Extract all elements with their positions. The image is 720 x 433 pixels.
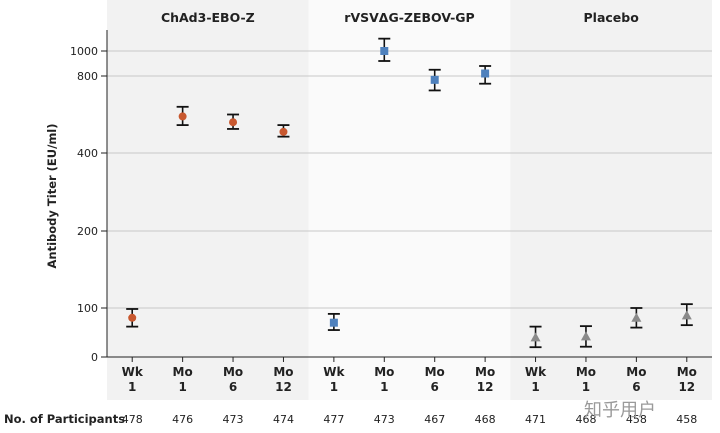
participants-count-1-2: 476 [172,413,193,426]
x-tick-label-2-1: Wk [323,365,345,379]
participants-count-2-1: 477 [323,413,344,426]
x-tick-sublabel-3-3: 6 [632,380,640,394]
x-tick-sublabel-1-4: 12 [275,380,292,394]
x-tick-label-2-3: Mo [425,365,445,379]
watermark-text: 知乎用户 [584,400,656,421]
participants-count-1-1: 478 [122,413,143,426]
data-point-3-3 [631,312,642,322]
y-tick-label-0: 0 [91,351,98,364]
x-tick-label-1-4: Mo [273,365,293,379]
data-point-3-1 [530,332,541,342]
x-tick-sublabel-3-2: 1 [582,380,590,394]
x-tick-label-1-1: Wk [122,365,144,379]
x-tick-sublabel-1-2: 1 [178,380,186,394]
panel-title-2: rVSVΔG-ZEBOV-GP [344,10,474,25]
data-point-1-1 [128,313,137,322]
y-tick-label-200: 200 [77,225,98,238]
panel-title-1: ChAd3-EBO-Z [161,10,255,25]
participants-count-3-2: 468 [575,413,596,426]
participants-count-2-2: 473 [374,413,395,426]
x-tick-label-1-3: Mo [223,365,243,379]
x-tick-label-2-4: Mo [475,365,495,379]
data-point-1-2 [178,112,187,121]
x-tick-sublabel-2-1: 1 [330,380,338,394]
panel-background-1 [107,0,309,400]
panel-background-2 [308,0,511,400]
participants-count-2-4: 468 [475,413,496,426]
data-point-2-3 [430,75,439,84]
data-point-2-4 [481,69,490,78]
x-tick-label-3-1: Wk [525,365,547,379]
x-tick-sublabel-3-1: 1 [531,380,539,394]
x-tick-sublabel-2-2: 1 [380,380,388,394]
x-tick-label-3-4: Mo [677,365,697,379]
x-tick-sublabel-2-4: 12 [477,380,494,394]
x-tick-sublabel-1-3: 6 [229,380,237,394]
y-tick-label-800: 800 [77,70,98,83]
x-tick-label-3-2: Mo [576,365,596,379]
participants-count-1-3: 473 [223,413,244,426]
y-tick-label-100: 100 [77,302,98,315]
data-point-3-2 [580,331,591,341]
x-tick-label-2-2: Mo [374,365,394,379]
data-point-1-4 [279,127,288,136]
participants-count-2-3: 467 [424,413,445,426]
participants-count-3-4: 458 [676,413,697,426]
participants-count-3-1: 471 [525,413,546,426]
data-point-2-1 [329,318,338,327]
data-point-2-2 [380,47,389,55]
y-tick-label-1000: 1000 [70,45,98,58]
data-point-1-3 [229,118,238,127]
participants-count-3-3: 458 [626,413,647,426]
x-tick-label-1-2: Mo [173,365,193,379]
participants-count-1-4: 474 [273,413,294,426]
panel-background-3 [510,0,712,400]
x-tick-sublabel-3-4: 12 [678,380,695,394]
participants-row-label: No. of Participants [4,412,125,426]
x-tick-sublabel-2-3: 6 [431,380,439,394]
x-tick-label-3-3: Mo [626,365,646,379]
y-tick-label-400: 400 [77,147,98,160]
panel-title-3: Placebo [584,10,640,25]
data-point-3-4 [681,310,692,320]
y-axis-label: Antibody Titer (EU/ml) [45,124,59,269]
x-tick-sublabel-1-1: 1 [128,380,136,394]
